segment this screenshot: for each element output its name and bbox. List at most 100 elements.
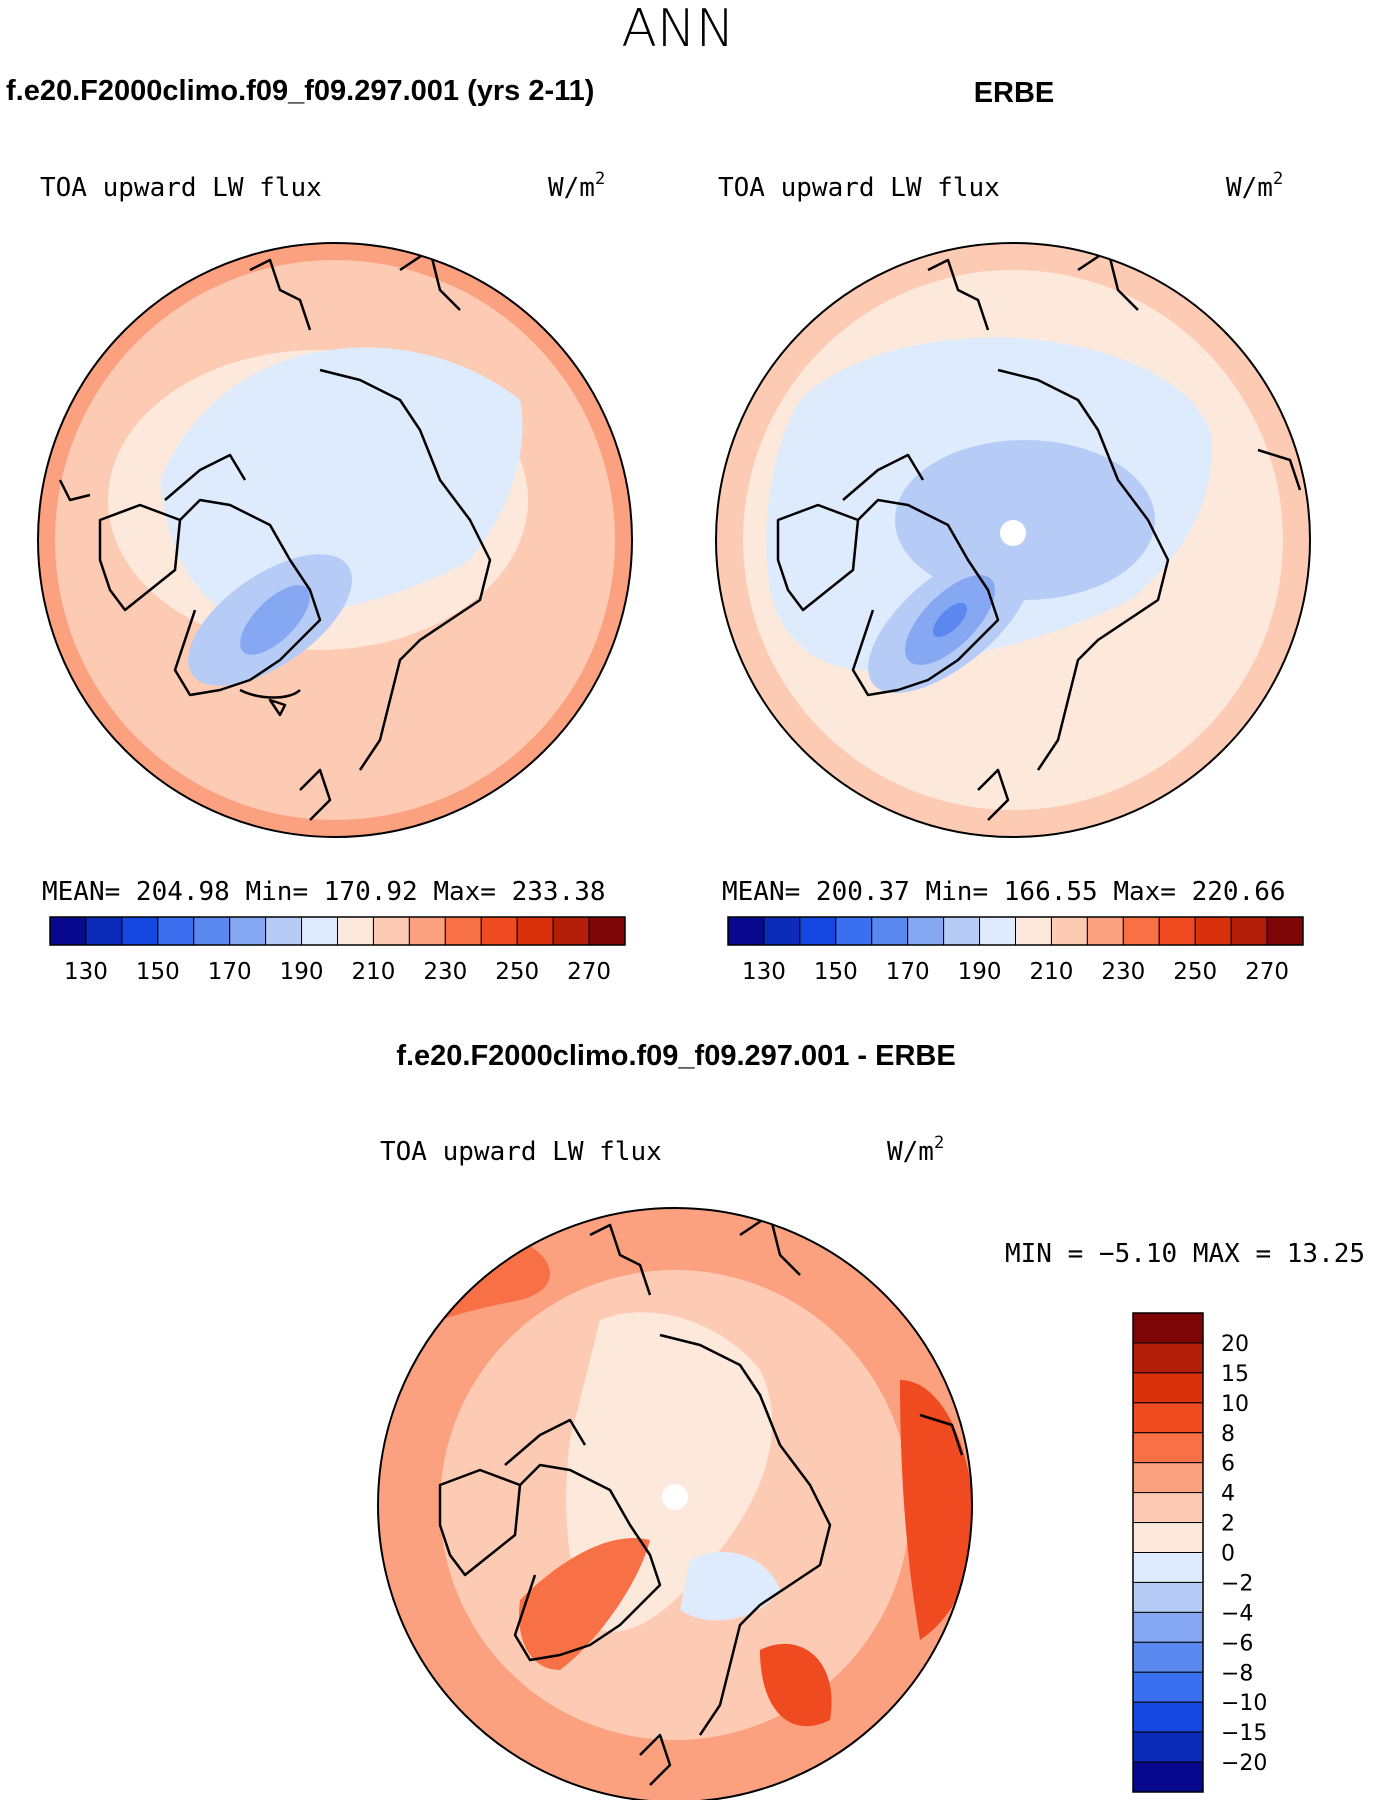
diff-colorbar-tick-label: −6 bbox=[1221, 1631, 1253, 1656]
diff-colorbar-swatch bbox=[1132, 1462, 1204, 1494]
model-colorbar-swatch bbox=[516, 916, 554, 946]
model-colorbar-swatch bbox=[229, 916, 267, 946]
obs-colorbar-swatch bbox=[1015, 916, 1052, 946]
obs-colorbar-tick-label: 190 bbox=[958, 959, 1002, 985]
model-colorbar-swatch bbox=[480, 916, 518, 946]
diff-colorbar-swatch bbox=[1132, 1731, 1204, 1763]
diff-colorbar-tick-label: 4 bbox=[1221, 1482, 1235, 1507]
obs-colorbar-tick-label: 170 bbox=[886, 959, 930, 985]
diff-colorbar-swatch bbox=[1132, 1641, 1204, 1673]
model-polar-map bbox=[37, 242, 633, 838]
model-colorbar: 130 150 170 190 210 230 250 270 bbox=[49, 916, 626, 985]
obs-colorbar-tick-label: 230 bbox=[1101, 959, 1145, 985]
diff-colorbar-tick-label: −2 bbox=[1221, 1571, 1253, 1596]
obs-units-label: W/m2 bbox=[1226, 169, 1283, 203]
model-colorbar-tick-label: 230 bbox=[423, 959, 467, 985]
diff-colorbar-swatch bbox=[1132, 1432, 1204, 1464]
diff-colorbar-tick-label: 0 bbox=[1221, 1542, 1235, 1567]
model-colorbar-tick-label: 250 bbox=[495, 959, 539, 985]
model-units-label: W/m2 bbox=[548, 169, 605, 203]
obs-colorbar-swatch bbox=[943, 916, 981, 946]
diff-colorbar-swatch bbox=[1132, 1492, 1204, 1524]
obs-colorbar: 130 150 170 190 210 230 250 270 bbox=[727, 916, 1304, 985]
model-colorbar-tick-label: 210 bbox=[351, 959, 395, 985]
obs-colorbar-swatch bbox=[1122, 916, 1160, 946]
model-colorbar-ticks: 130 150 170 190 210 230 250 270 bbox=[64, 959, 611, 985]
diff-colorbar-swatches bbox=[1132, 1312, 1204, 1793]
diff-colorbar-tick-label: −8 bbox=[1221, 1661, 1253, 1686]
obs-colorbar-swatch bbox=[1050, 916, 1088, 946]
obs-colorbar-swatch bbox=[1158, 916, 1196, 946]
diff-colorbar-tick-label: 6 bbox=[1221, 1452, 1235, 1477]
obs-colorbar-swatches bbox=[727, 916, 1304, 946]
obs-colorbar-swatch bbox=[907, 916, 945, 946]
diff-polar-map bbox=[377, 1207, 973, 1800]
obs-colorbar-swatch bbox=[1086, 916, 1124, 946]
diff-colorbar-swatch bbox=[1132, 1372, 1204, 1404]
obs-colorbar-swatch bbox=[835, 916, 873, 946]
model-case-title: f.e20.F2000climo.f09_f09.297.001 (yrs 2-… bbox=[6, 75, 594, 107]
model-colorbar-swatch bbox=[157, 916, 195, 946]
diff-colorbar-tick-label: 8 bbox=[1221, 1422, 1235, 1447]
diff-colorbar-tick-label: −20 bbox=[1221, 1751, 1267, 1776]
obs-stats: MEAN= 200.37 Min= 166.55 Max= 220.66 bbox=[722, 877, 1286, 907]
model-colorbar-swatch bbox=[265, 916, 303, 946]
diff-colorbar-swatch bbox=[1132, 1611, 1204, 1643]
obs-colorbar-tick-label: 130 bbox=[742, 959, 786, 985]
model-colorbar-swatch bbox=[337, 916, 374, 946]
model-variable-label: TOA upward LW flux bbox=[40, 173, 322, 203]
diff-units-label: W/m2 bbox=[887, 1133, 944, 1167]
obs-colorbar-tick-label: 210 bbox=[1029, 959, 1073, 985]
diff-colorbar-swatch bbox=[1132, 1312, 1204, 1344]
obs-colorbar-swatch bbox=[1194, 916, 1232, 946]
diff-colorbar-swatch bbox=[1132, 1761, 1204, 1793]
diff-colorbar-tick-label: 15 bbox=[1221, 1362, 1249, 1387]
model-colorbar-swatch bbox=[121, 916, 159, 946]
model-colorbar-swatches bbox=[49, 916, 626, 946]
difference-title: f.e20.F2000climo.f09_f09.297.001 - ERBE bbox=[396, 1040, 955, 1072]
diff-colorbar-swatch bbox=[1132, 1701, 1204, 1733]
diff-stats: MIN = −5.10 MAX = 13.25 bbox=[1005, 1239, 1365, 1269]
diff-colorbar-tick-label: −15 bbox=[1221, 1721, 1267, 1746]
model-colorbar-swatch bbox=[85, 916, 123, 946]
diff-colorbar-swatch bbox=[1132, 1552, 1204, 1583]
model-colorbar-tick-label: 170 bbox=[208, 959, 252, 985]
obs-colorbar-swatch bbox=[727, 916, 765, 946]
model-colorbar-swatch bbox=[588, 916, 626, 946]
model-colorbar-tick-label: 150 bbox=[136, 959, 180, 985]
obs-title: ERBE bbox=[974, 77, 1055, 109]
diff-colorbar-tick-label: −10 bbox=[1221, 1691, 1267, 1716]
diff-colorbar-swatch bbox=[1132, 1342, 1204, 1374]
model-colorbar-swatch bbox=[372, 916, 410, 946]
model-stats: MEAN= 204.98 Min= 170.92 Max= 233.38 bbox=[42, 877, 606, 907]
figure-title: ANN bbox=[621, 0, 734, 59]
model-colorbar-swatch bbox=[301, 916, 338, 946]
obs-variable-label: TOA upward LW flux bbox=[718, 173, 1000, 203]
diff-colorbar-swatch bbox=[1132, 1581, 1204, 1613]
obs-colorbar-tick-label: 150 bbox=[814, 959, 858, 985]
diff-colorbar-tick-label: −4 bbox=[1221, 1601, 1253, 1626]
diff-colorbar-tick-label: 20 bbox=[1221, 1332, 1249, 1357]
diff-colorbar-tick-label: 2 bbox=[1221, 1512, 1235, 1537]
model-colorbar-tick-label: 270 bbox=[567, 959, 611, 985]
obs-colorbar-swatch bbox=[871, 916, 909, 946]
model-colorbar-swatch bbox=[444, 916, 482, 946]
diff-colorbar-swatch bbox=[1132, 1402, 1204, 1434]
model-colorbar-swatch bbox=[552, 916, 590, 946]
diff-colorbar-swatch bbox=[1132, 1522, 1204, 1553]
diff-colorbar-tick-label: 10 bbox=[1221, 1392, 1249, 1417]
model-colorbar-tick-label: 190 bbox=[280, 959, 324, 985]
obs-colorbar-swatch bbox=[1266, 916, 1304, 946]
obs-colorbar-swatch bbox=[763, 916, 801, 946]
diff-colorbar-swatch bbox=[1132, 1671, 1204, 1703]
obs-colorbar-swatch bbox=[979, 916, 1016, 946]
diff-variable-label: TOA upward LW flux bbox=[380, 1137, 662, 1167]
obs-colorbar-swatch bbox=[799, 916, 837, 946]
model-colorbar-swatch bbox=[49, 916, 87, 946]
model-colorbar-swatch bbox=[193, 916, 231, 946]
obs-colorbar-tick-label: 270 bbox=[1245, 959, 1289, 985]
obs-colorbar-ticks: 130 150 170 190 210 230 250 270 bbox=[742, 959, 1289, 985]
